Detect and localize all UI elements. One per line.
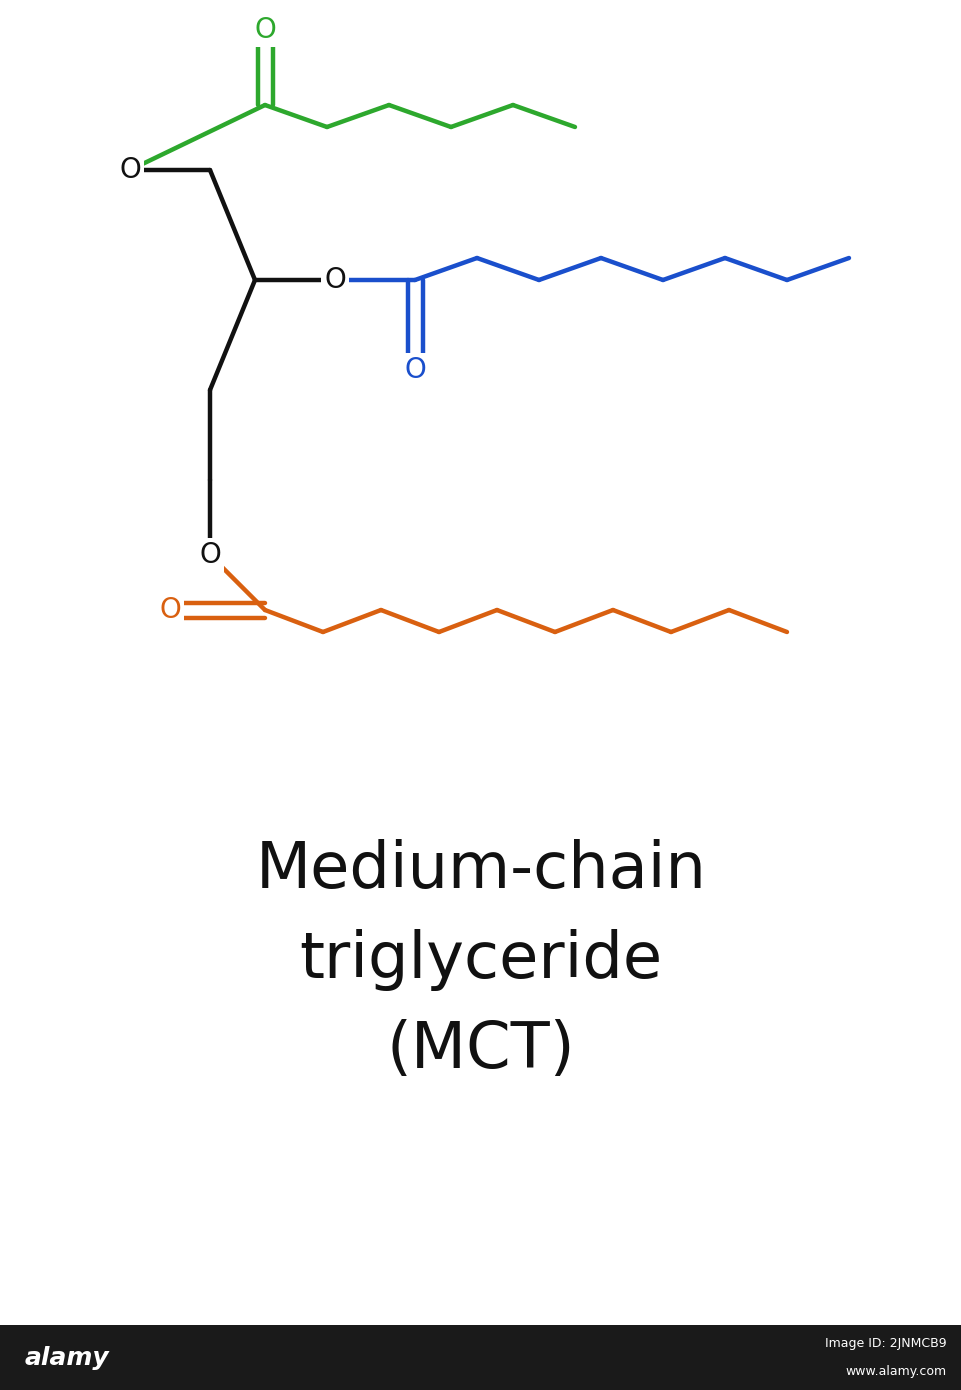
Text: alamy: alamy: [25, 1346, 110, 1369]
Text: triglyceride: triglyceride: [299, 929, 662, 991]
Text: (MCT): (MCT): [386, 1019, 575, 1081]
Text: O: O: [254, 17, 276, 44]
Text: O: O: [199, 541, 221, 569]
Text: O: O: [119, 156, 140, 183]
Text: Image ID: 2JNMCB9: Image ID: 2JNMCB9: [825, 1337, 946, 1350]
Text: O: O: [404, 356, 426, 384]
Text: O: O: [159, 596, 181, 624]
Text: O: O: [324, 265, 346, 295]
Text: Medium-chain: Medium-chain: [256, 840, 705, 901]
Text: www.alamy.com: www.alamy.com: [845, 1365, 946, 1379]
Bar: [0, 1325, 961, 1390]
